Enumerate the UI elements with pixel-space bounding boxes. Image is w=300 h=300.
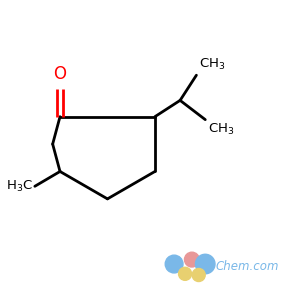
- Text: CH$_3$: CH$_3$: [199, 57, 225, 72]
- Circle shape: [195, 254, 215, 274]
- Circle shape: [165, 255, 183, 273]
- Circle shape: [178, 267, 192, 280]
- Text: H$_3$C: H$_3$C: [6, 179, 32, 194]
- Text: O: O: [53, 65, 67, 83]
- Circle shape: [192, 268, 205, 281]
- Text: CH$_3$: CH$_3$: [208, 122, 234, 137]
- Circle shape: [184, 252, 199, 267]
- Text: Chem.com: Chem.com: [216, 260, 279, 273]
